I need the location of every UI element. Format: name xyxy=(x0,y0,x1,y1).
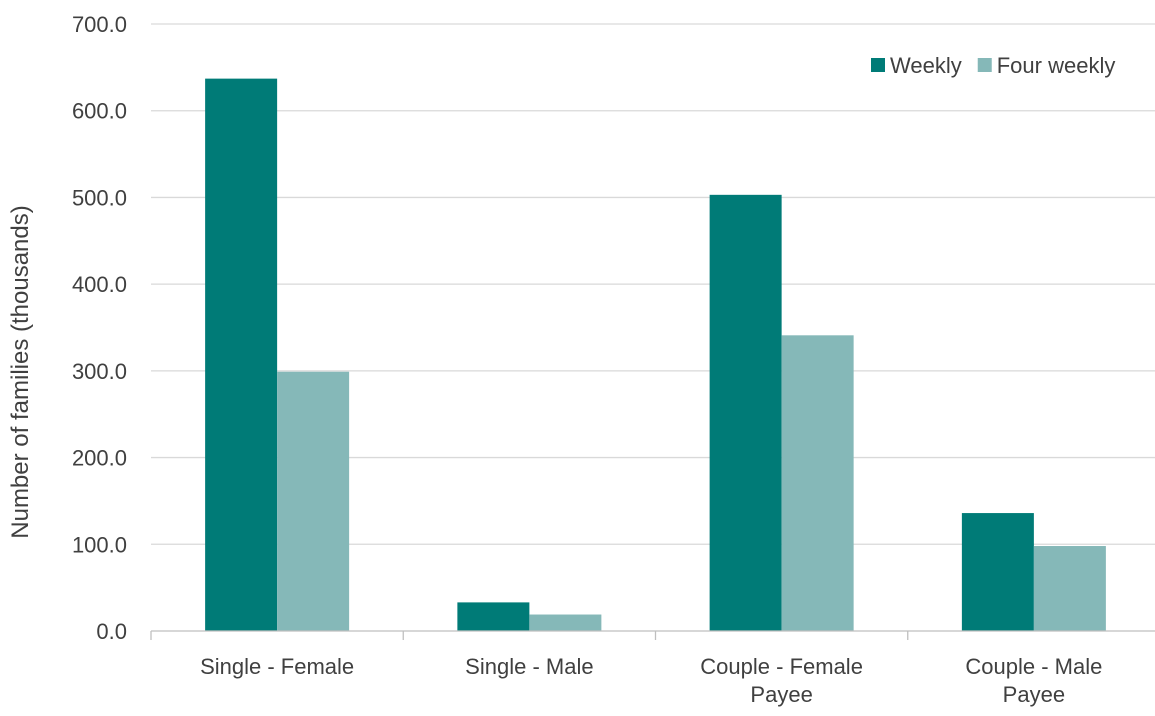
y-tick-label: 0.0 xyxy=(96,619,127,644)
y-tick-label: 200.0 xyxy=(72,446,127,471)
y-tick-label: 100.0 xyxy=(72,532,127,557)
y-tick-label: 500.0 xyxy=(72,185,127,210)
legend-label: Four weekly xyxy=(997,53,1116,78)
bars xyxy=(205,78,1106,631)
x-tick-label: Single - Female xyxy=(200,654,354,679)
x-tick-label: Couple - Male Payee xyxy=(965,654,1102,707)
bar-weekly xyxy=(961,513,1034,631)
y-tick-label: 400.0 xyxy=(72,272,127,297)
legend-swatch xyxy=(977,58,992,72)
bar-four-weekly xyxy=(781,335,854,631)
y-tick-label: 700.0 xyxy=(72,12,127,37)
bar-four-weekly xyxy=(277,371,350,631)
y-tick-label: 300.0 xyxy=(72,359,127,384)
bar-four-weekly xyxy=(1033,546,1106,631)
y-tick-label: 600.0 xyxy=(72,99,127,124)
legend-swatch xyxy=(871,58,885,72)
axes: 0.0 100.0 200.0 300.0 400.0 500.0 600.0 700.0 Si… xyxy=(72,12,1155,707)
bar-weekly xyxy=(457,602,530,631)
legend-label: Weekly xyxy=(890,53,962,78)
legend: Weekly Four weekly xyxy=(871,53,1115,78)
bar-weekly xyxy=(205,78,278,631)
x-tick-label: Couple - Female Payee xyxy=(700,654,863,707)
x-tick-label: Single - Male xyxy=(465,654,593,679)
bar-four-weekly xyxy=(529,614,602,631)
y-axis-title: Number of families (thousands) xyxy=(7,205,34,538)
bar-weekly xyxy=(709,194,782,631)
